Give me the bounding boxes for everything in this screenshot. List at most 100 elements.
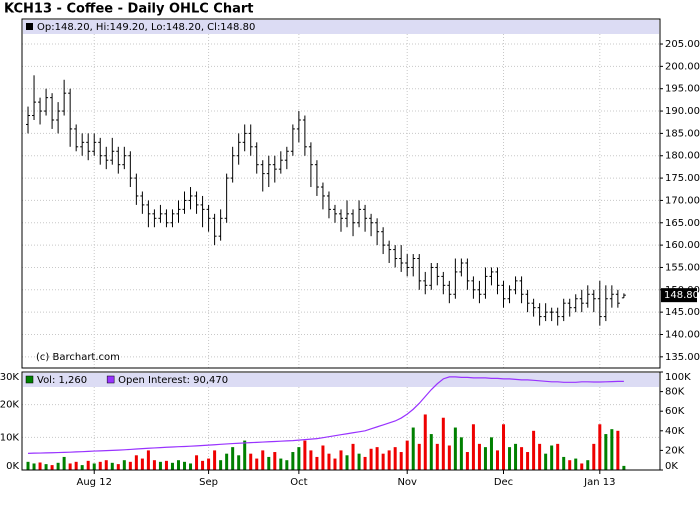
volume-bar — [80, 465, 84, 470]
volume-bar — [315, 456, 319, 470]
volume-bar — [38, 462, 42, 470]
x-tick-label: Oct — [290, 477, 307, 488]
volume-bar — [495, 450, 499, 470]
volume-bar — [586, 460, 590, 470]
volume-bar — [544, 453, 548, 470]
volume-bar — [321, 445, 325, 470]
volume-bar — [50, 465, 54, 470]
y-tick-label: 0K — [6, 461, 19, 472]
volume-bar — [369, 448, 373, 470]
volume-bar — [122, 460, 126, 470]
y-tick-label: 145.00 — [665, 307, 700, 318]
volume-bar — [345, 455, 349, 470]
y-tick-label: 170.00 — [665, 195, 700, 206]
volume-bar — [471, 424, 475, 470]
volume-bar — [375, 447, 379, 470]
y-tick-label: 200.00 — [665, 61, 700, 72]
legend-label: Vol: 1,260 — [37, 375, 87, 386]
volume-bar — [441, 417, 445, 470]
volume-bar — [562, 456, 566, 470]
y2-tick-label: 20K — [665, 445, 685, 456]
volume-bar — [231, 447, 235, 470]
volume-bar — [580, 463, 584, 470]
volume-bar — [134, 455, 138, 470]
volume-bar — [26, 461, 30, 470]
volume-bar — [243, 440, 247, 470]
volume-bar — [520, 447, 524, 470]
volume-bar — [514, 443, 518, 470]
volume-bar — [502, 424, 506, 470]
volume-bar — [110, 462, 114, 470]
y-tick-label: 165.00 — [665, 218, 700, 229]
volume-bar — [176, 460, 180, 470]
volume-bar — [423, 414, 427, 470]
volume-bar — [98, 461, 102, 470]
volume-bar — [201, 460, 205, 470]
volume-bar — [363, 456, 367, 470]
chart-title: KCH13 - Coffee - Daily OHLC Chart — [4, 2, 253, 17]
y-tick-label: 135.00 — [665, 352, 700, 363]
panel-frame — [21, 371, 661, 471]
volume-bar — [225, 453, 229, 470]
last-price-box — [661, 288, 697, 303]
volume-bar — [453, 427, 457, 470]
volume-bar — [435, 443, 439, 470]
volume-bar — [104, 460, 108, 470]
volume-bar — [86, 460, 90, 470]
volume-bar — [465, 452, 469, 470]
volume-bar — [158, 461, 162, 470]
y-tick-label: 155.00 — [665, 262, 700, 273]
volume-bar — [477, 443, 481, 470]
volume-bar — [140, 458, 144, 470]
volume-bar — [261, 450, 265, 470]
volume-bar — [532, 430, 536, 470]
legend-strip — [23, 373, 659, 387]
panel-frame — [21, 18, 661, 369]
volume-bar — [297, 447, 301, 470]
volume-bar — [128, 461, 132, 470]
x-tick-label: Dec — [494, 477, 513, 488]
volume-bar — [610, 429, 614, 470]
volume-bar — [489, 437, 493, 470]
volume-bar — [459, 437, 463, 470]
volume-bar — [405, 440, 409, 470]
volume-bar — [152, 460, 156, 470]
panel-bg — [22, 19, 660, 368]
volume-bar — [273, 452, 277, 470]
y-tick-label: 140.00 — [665, 329, 700, 340]
volume-bar — [32, 463, 36, 470]
volume-bar — [411, 427, 415, 470]
y-tick-label: 10K — [0, 432, 19, 443]
credit: (c) Barchart.com — [36, 352, 120, 363]
last-price-label: 148.80 — [664, 290, 699, 301]
volume-bar — [622, 465, 626, 470]
volume-bar — [219, 460, 223, 470]
y2-tick-label: 80K — [665, 387, 685, 398]
volume-bar — [44, 464, 48, 470]
volume-bar — [279, 458, 283, 470]
volume-bar — [170, 462, 174, 470]
y-tick-label: 205.00 — [665, 39, 700, 50]
volume-bar — [483, 447, 487, 470]
y-tick-label: 195.00 — [665, 84, 700, 95]
volume-bar — [74, 461, 78, 470]
volume-bar — [164, 460, 168, 470]
volume-bar — [303, 440, 307, 470]
x-tick-label: Sep — [199, 477, 218, 488]
info-strip — [23, 20, 659, 34]
volume-bar — [357, 453, 361, 470]
volume-bar — [68, 463, 72, 470]
volume-bar — [598, 424, 602, 470]
volume-bar — [291, 452, 295, 470]
volume-bar — [146, 450, 150, 470]
volume-bar — [351, 443, 355, 470]
volume-bar — [189, 463, 193, 470]
y-tick-label: 30K — [0, 372, 19, 383]
y2-tick-label: 60K — [665, 406, 685, 417]
volume-bar — [116, 464, 120, 470]
volume-bar — [56, 462, 60, 470]
legend-swatch — [25, 375, 34, 384]
volume-bar — [508, 447, 512, 470]
volume-bar — [399, 452, 403, 470]
